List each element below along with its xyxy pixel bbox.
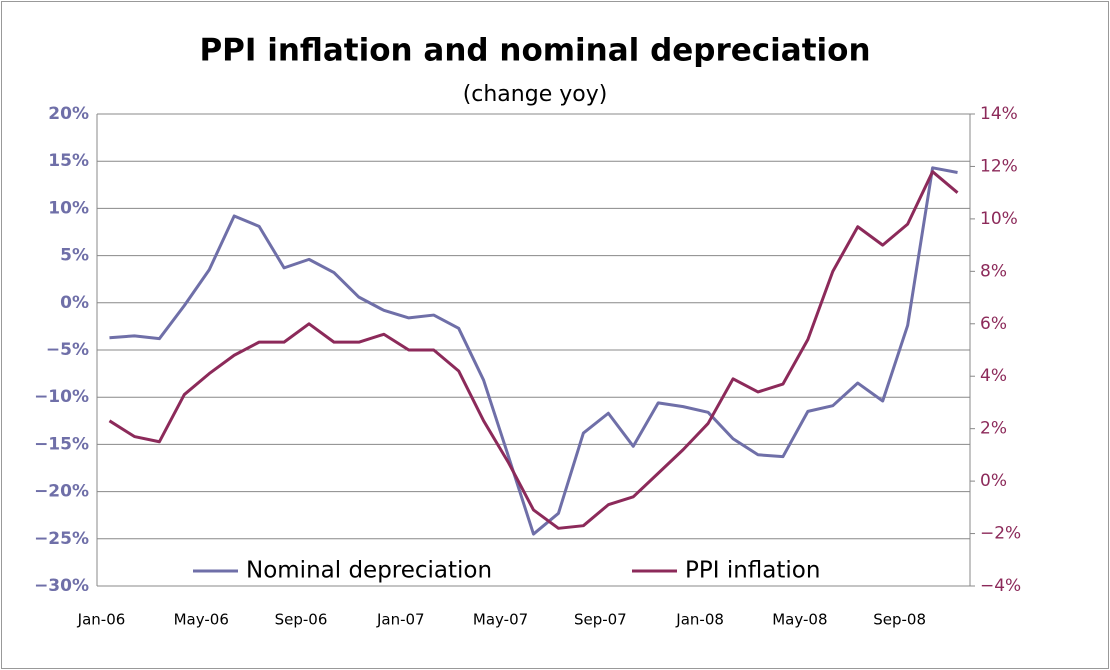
y2-tick-label: 6% (980, 314, 1007, 334)
y2-tick-label: −2% (980, 524, 1021, 544)
y-tick-label: 0% (60, 293, 89, 313)
x-tick-label: Sep-07 (574, 611, 627, 629)
y2-tick-label: −4% (980, 576, 1021, 596)
y-tick-label: 20% (48, 104, 89, 124)
y-tick-label: −15% (34, 434, 89, 454)
y-tick-label: 15% (48, 151, 89, 171)
y-tick-label: −5% (46, 340, 89, 360)
x-tick-label: May-08 (772, 611, 827, 629)
chart-title: PPI inflation and nominal depreciation (199, 33, 870, 69)
chart-subtitle: (change yoy) (463, 82, 608, 107)
x-tick-label: Jan-07 (376, 611, 425, 629)
y-tick-label: −10% (34, 387, 89, 407)
y2-tick-label: 12% (980, 156, 1018, 176)
y-tick-label: −20% (34, 482, 89, 502)
x-tick-label: Sep-06 (275, 611, 328, 629)
y-tick-label: 5% (60, 246, 89, 266)
y2-tick-label: 14% (980, 104, 1018, 124)
y-tick-label: −30% (34, 576, 89, 596)
legend-label: PPI inflation (685, 558, 820, 584)
y2-tick-label: 10% (980, 209, 1018, 229)
y2-tick-label: 4% (980, 366, 1007, 386)
legend-label: Nominal depreciation (246, 558, 492, 584)
series-line (109, 166, 958, 536)
y-tick-label: 10% (48, 198, 89, 218)
x-tick-label: May-06 (174, 611, 229, 629)
y2-tick-label: 0% (980, 471, 1007, 491)
x-tick-label: Jan-08 (675, 611, 724, 629)
series-line (108, 170, 959, 530)
x-tick-label: May-07 (473, 611, 528, 629)
x-tick-label: Jan-06 (77, 611, 126, 629)
y-tick-label: −25% (34, 529, 89, 549)
y2-tick-label: 2% (980, 419, 1007, 439)
y2-tick-label: 8% (980, 261, 1007, 281)
x-tick-label: Sep-08 (873, 611, 926, 629)
